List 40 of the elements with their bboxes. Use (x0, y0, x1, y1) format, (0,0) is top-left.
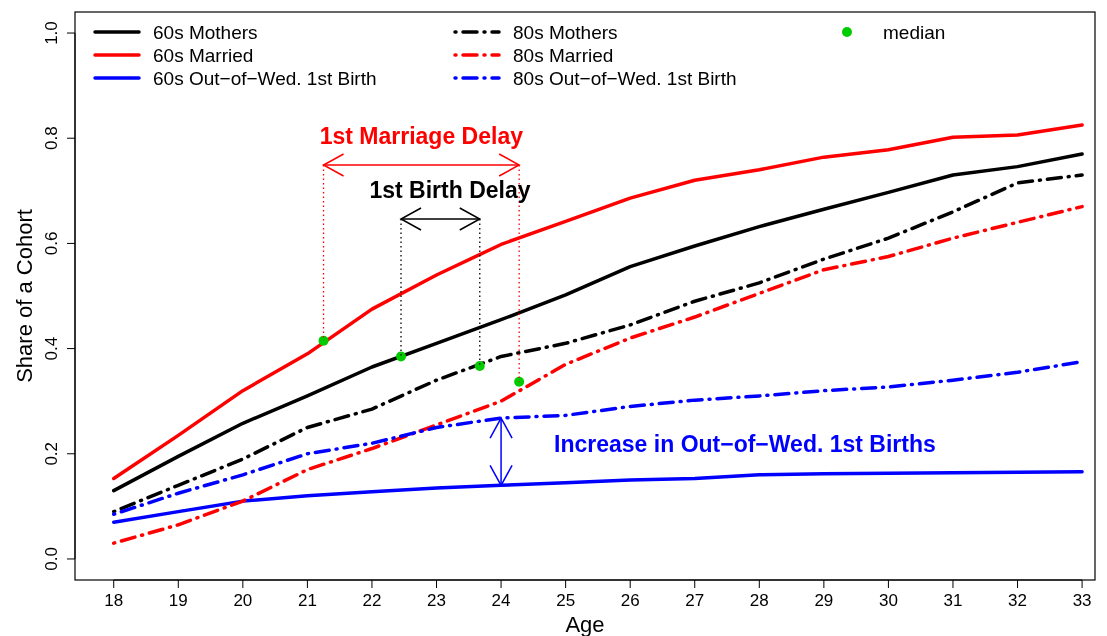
y-tick-label: 0.8 (42, 126, 61, 151)
legend-label: 80s Married (513, 45, 614, 66)
legend-label: 80s Mothers (513, 22, 618, 43)
line-series (111, 204, 1084, 545)
x-tick-label: 20 (233, 591, 253, 610)
x-tick-label: 28 (749, 591, 769, 610)
y-tick-label: 0.6 (42, 231, 61, 256)
x-tick-label: 33 (1072, 591, 1092, 610)
x-axis-title: Age (565, 612, 605, 636)
y-tick-label: 1.0 (42, 21, 61, 45)
x-tick-label: 19 (168, 591, 188, 610)
y-axis-title: Share of a Cohort (12, 209, 37, 383)
x-tick-label: 27 (685, 591, 705, 610)
x-tick-label: 21 (297, 591, 317, 610)
y-tick-label: 0.0 (42, 547, 61, 571)
x-tick-label: 26 (620, 591, 640, 610)
annotation: Increase in Out−of−Wed. 1st Births (554, 431, 936, 457)
point (514, 376, 525, 387)
x-tick-label: 31 (943, 591, 963, 610)
point (396, 351, 407, 362)
x-tick-label: 23 (427, 591, 446, 610)
legend-label: 60s Mothers (153, 22, 258, 43)
legend-label: 60s Out−of−Wed. 1st Birth (153, 68, 377, 89)
x-tick-label: 18 (104, 591, 124, 610)
legend-label: 60s Married (153, 45, 254, 66)
x-tick-label: 30 (878, 591, 898, 610)
point (474, 360, 485, 371)
y-tick-label: 0.2 (42, 441, 61, 466)
line-series (111, 469, 1084, 524)
legend-label: median (883, 22, 946, 43)
x-tick-label: 24 (491, 591, 511, 610)
annotation: 1st Birth Delay (369, 177, 531, 203)
x-tick-label: 22 (362, 591, 382, 610)
x-tick-label: 32 (1008, 591, 1027, 610)
x-tick-label: 25 (556, 591, 576, 610)
legend-label: 80s Out−of−Wed. 1st Birth (513, 68, 737, 89)
y-tick-label: 0.4 (42, 336, 61, 361)
annotation: 1st Marriage Delay (319, 123, 524, 149)
x-tick-label: 29 (814, 591, 834, 610)
point (318, 335, 329, 346)
